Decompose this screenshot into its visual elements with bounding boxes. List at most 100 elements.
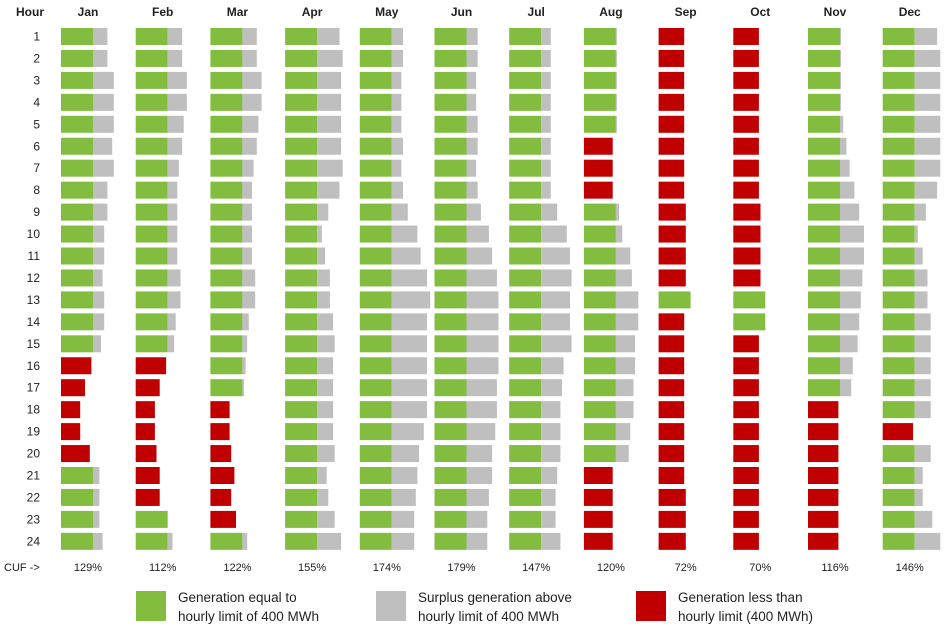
bar-surplus xyxy=(541,467,558,484)
bar-at-limit xyxy=(434,401,467,419)
bar-surplus xyxy=(840,28,841,45)
bar-at-limit xyxy=(210,159,243,177)
bar-at-limit xyxy=(882,225,915,243)
bar-below-limit xyxy=(658,510,686,528)
bar-at-limit xyxy=(61,225,93,243)
bar-surplus xyxy=(541,379,562,397)
bar-at-limit xyxy=(285,335,318,353)
bar-at-limit xyxy=(285,181,318,199)
bar-surplus xyxy=(167,28,183,45)
bar-at-limit xyxy=(808,335,840,353)
hour-label: 10 xyxy=(27,227,41,241)
bar-surplus xyxy=(242,159,254,177)
bar-surplus xyxy=(317,137,342,155)
bar-surplus xyxy=(317,313,334,331)
bar-surplus xyxy=(391,313,427,331)
bar-at-limit xyxy=(135,203,168,221)
bar-at-limit xyxy=(359,291,392,309)
bar-surplus xyxy=(93,49,108,67)
bar-surplus xyxy=(93,313,105,331)
bar-at-limit xyxy=(61,335,93,353)
bar-at-limit xyxy=(509,115,542,133)
cuf-value: 174% xyxy=(373,562,401,574)
bar-surplus xyxy=(242,247,252,265)
hour-label: 17 xyxy=(27,381,41,395)
bar-at-limit xyxy=(434,291,467,309)
bar-at-limit xyxy=(808,247,840,265)
bar-surplus xyxy=(615,291,639,309)
bar-at-limit xyxy=(583,225,616,243)
bar-surplus xyxy=(242,181,252,199)
bar-at-limit xyxy=(210,49,243,67)
bar-below-limit xyxy=(658,93,685,111)
hour-label: 11 xyxy=(28,249,41,263)
hour-label: 4 xyxy=(33,95,40,109)
bar-at-limit xyxy=(509,49,542,67)
legend-swatch-grey xyxy=(376,591,406,621)
bar-surplus xyxy=(93,159,114,177)
bar-surplus xyxy=(615,247,631,265)
bar-at-limit xyxy=(509,445,542,463)
bar-below-limit xyxy=(808,510,839,528)
bar-at-limit xyxy=(583,291,616,309)
bar-at-limit xyxy=(285,291,318,309)
bar-at-limit xyxy=(808,28,840,45)
bar-at-limit xyxy=(359,467,392,484)
bar-at-limit xyxy=(135,115,168,133)
bar-at-limit xyxy=(61,93,93,111)
bar-below-limit xyxy=(583,159,613,177)
bar-at-limit xyxy=(509,269,542,287)
bar-surplus xyxy=(615,203,620,221)
bar-surplus xyxy=(615,225,623,243)
bar-at-limit xyxy=(583,357,616,375)
bar-surplus xyxy=(167,115,184,133)
legend-swatch-green xyxy=(136,591,166,621)
bar-below-limit xyxy=(733,357,759,375)
bar-below-limit xyxy=(733,269,761,287)
hour-label: 20 xyxy=(27,447,41,461)
bar-surplus xyxy=(242,357,246,375)
bar-surplus xyxy=(914,488,923,506)
bar-surplus xyxy=(541,291,570,309)
bar-at-limit xyxy=(359,488,392,506)
bar-surplus xyxy=(317,510,335,528)
bar-surplus xyxy=(466,93,477,111)
bar-below-limit xyxy=(135,401,155,419)
bar-at-limit xyxy=(434,71,467,89)
bar-at-limit xyxy=(583,203,616,221)
bar-surplus xyxy=(317,379,334,397)
bar-surplus xyxy=(167,93,187,111)
bar-surplus xyxy=(391,488,416,506)
bar-below-limit xyxy=(658,423,685,441)
bar-at-limit xyxy=(882,269,915,287)
bar-at-limit xyxy=(882,159,915,177)
bar-at-limit xyxy=(359,357,392,375)
bar-surplus xyxy=(541,115,551,133)
bar-at-limit xyxy=(359,313,392,331)
bar-at-limit xyxy=(882,203,915,221)
bar-surplus xyxy=(466,423,496,441)
bar-at-limit xyxy=(61,510,93,528)
bar-below-limit xyxy=(733,532,759,550)
bar-below-limit xyxy=(658,28,685,45)
cuf-value: 116% xyxy=(821,562,849,574)
bar-at-limit xyxy=(359,115,392,133)
bar-surplus xyxy=(317,269,330,287)
bar-surplus xyxy=(242,335,248,353)
bar-below-limit xyxy=(733,137,759,155)
bar-at-limit xyxy=(434,335,467,353)
bar-surplus xyxy=(914,181,938,199)
bar-surplus xyxy=(840,181,855,199)
bar-at-limit xyxy=(61,71,93,89)
bar-at-limit xyxy=(135,49,168,67)
bar-surplus xyxy=(914,71,941,89)
bar-below-limit xyxy=(658,379,685,397)
bar-at-limit xyxy=(135,71,168,89)
bar-below-limit xyxy=(808,445,839,463)
hour-label: 1 xyxy=(33,30,40,44)
bar-at-limit xyxy=(509,488,542,506)
bar-below-limit xyxy=(658,401,685,419)
bar-at-limit xyxy=(359,181,392,199)
bar-surplus xyxy=(93,71,114,89)
month-label: Jul xyxy=(528,5,545,19)
